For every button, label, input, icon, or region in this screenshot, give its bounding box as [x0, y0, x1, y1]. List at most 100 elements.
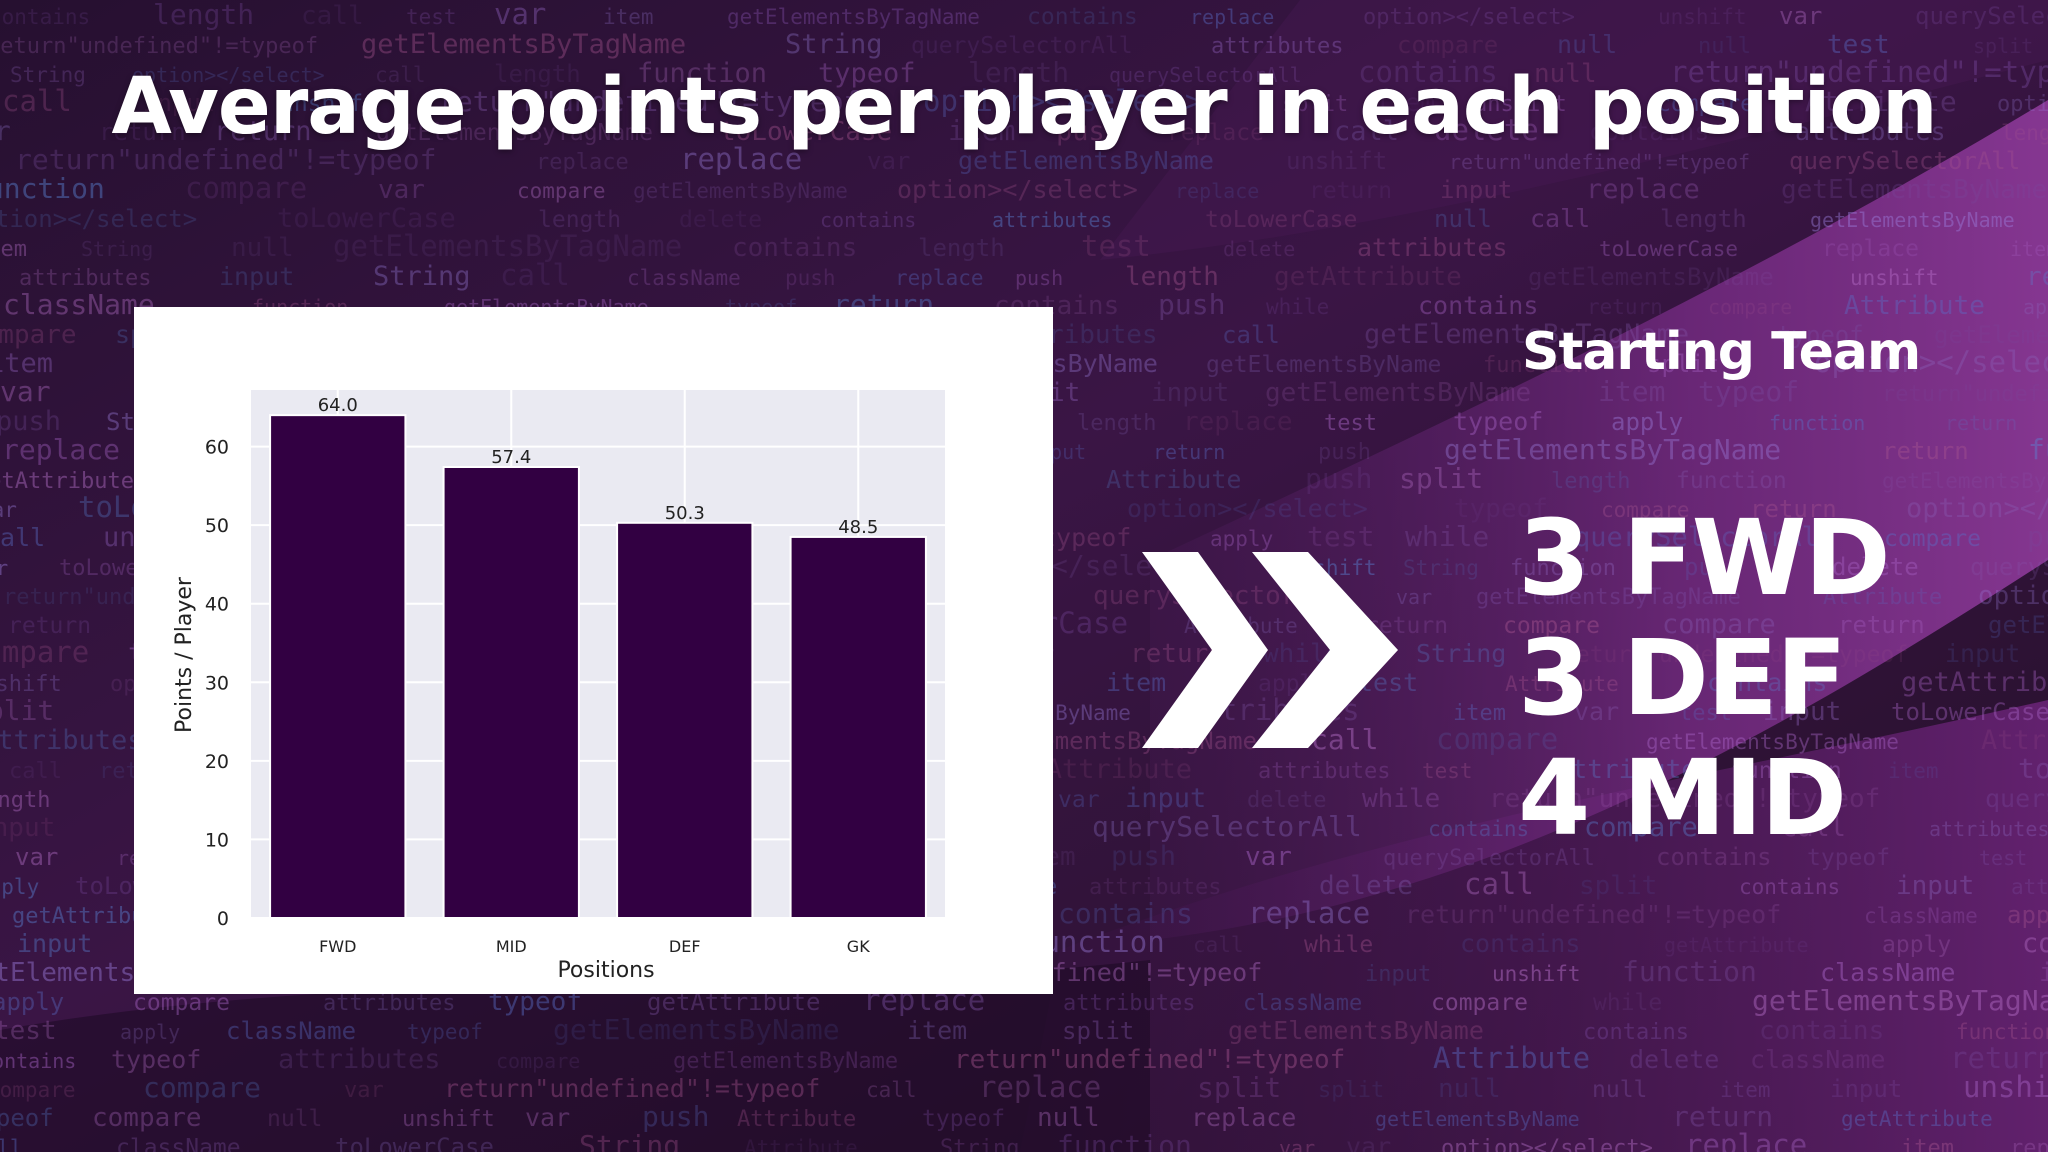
code-snippet-text: function — [1057, 1129, 1192, 1152]
code-snippet-text: var — [1346, 1132, 1391, 1152]
code-snippet-text: split — [1399, 462, 1483, 495]
code-snippet-text: null — [1534, 59, 1597, 89]
code-snippet-text: var — [1574, 697, 1619, 726]
code-snippet-text: option></select> — [1978, 581, 2048, 611]
code-snippet-text: null — [0, 1136, 23, 1152]
code-snippet-text: String — [1416, 639, 1506, 668]
code-snippet-text: push — [785, 266, 836, 290]
team-line-fwd: 3 FWD — [1518, 497, 1891, 619]
code-snippet-text: querySelectorAll — [1985, 784, 2048, 813]
code-snippet-text: querySelectorAll — [1915, 2, 2048, 30]
code-snippet-text: attributes — [992, 208, 1112, 232]
code-snippet-text: getElementsByTagName — [1752, 984, 2048, 1017]
code-snippet-text: replace — [2026, 262, 2048, 292]
code-snippet-text: getElementsByTagName — [1444, 433, 1781, 466]
code-snippet-text: null — [1438, 1074, 1501, 1104]
code-snippet-text: var — [1058, 787, 1100, 813]
code-snippet-text: contains — [1656, 843, 1772, 871]
code-snippet-text: apply — [0, 988, 64, 1016]
code-snippet-text: attributes — [323, 991, 455, 1016]
value-label: 64.0 — [318, 395, 358, 416]
code-snippet-text: contains — [1027, 4, 1138, 30]
code-snippet-text: className — [3, 288, 155, 321]
code-snippet-text: apply — [1611, 408, 1683, 436]
code-snippet-text: typeof — [1807, 845, 1890, 871]
code-snippet-text: getElementsByTagName — [1476, 585, 1741, 610]
code-snippet-text: delete — [1319, 871, 1413, 901]
code-snippet-text: return"undefined"!=typeof — [954, 1045, 1345, 1075]
team-line-mid: 4 MID — [1518, 737, 1847, 859]
code-snippet-text: unshift — [1474, 92, 1567, 117]
code-snippet-text: attributes — [2011, 875, 2048, 899]
x-tick-label: MID — [496, 937, 527, 956]
code-snippet-text: replace — [1248, 896, 1370, 930]
code-snippet-text: querySelectorAll — [1789, 147, 2020, 175]
code-snippet-text: compare — [143, 1071, 261, 1104]
code-snippet-text: replace — [1183, 407, 1293, 437]
code-snippet-text: className — [627, 266, 741, 290]
code-snippet-text: attributes — [1795, 117, 1946, 146]
code-snippet-text: replace — [979, 1070, 1101, 1104]
code-snippet-text: function — [1483, 353, 1589, 378]
code-snippet-text: var — [867, 147, 910, 175]
code-snippet-text: className — [116, 1135, 241, 1152]
y-tick-label: 40 — [205, 594, 229, 616]
code-snippet-text: contains — [1707, 668, 1827, 697]
code-snippet-text: String — [1403, 556, 1479, 580]
purple-swoosh — [0, 960, 1150, 1152]
code-snippet-text: unshift — [1286, 147, 1387, 175]
code-snippet-text: delete — [1434, 113, 1539, 147]
code-snippet-text: typeof — [922, 1106, 1005, 1132]
code-snippet-text: compare — [1662, 609, 1776, 640]
code-snippet-text: input — [1125, 783, 1206, 814]
code-snippet-text: toLowerCase — [1891, 698, 2048, 726]
code-snippet-text: option></select> — [132, 63, 325, 87]
code-snippet-text: item — [1375, 88, 1435, 117]
code-snippet-text: compare — [496, 1049, 580, 1073]
code-snippet-text: function — [1731, 758, 1842, 784]
code-snippet-text: typeof — [0, 1104, 54, 1132]
code-snippet-text: length — [1125, 262, 1219, 292]
code-snippet-text: function — [1956, 1020, 2048, 1044]
code-snippet-text: push — [642, 1100, 709, 1133]
code-snippet-text: while — [1266, 295, 1329, 319]
value-label: 57.4 — [491, 447, 531, 468]
code-snippet-text: getElementsByName — [1375, 1107, 1580, 1131]
code-snippet-text: compare — [1884, 526, 1981, 552]
code-snippet-text: querySelectorAll — [1970, 553, 2048, 581]
code-snippet-text: return"undefined"!=typeof — [444, 1074, 820, 1103]
code-snippet-text: test — [0, 1016, 57, 1046]
code-snippet-text: null — [1592, 1077, 1647, 1103]
code-snippet-text: getAttribute — [1841, 1107, 1993, 1131]
code-snippet-text: call — [1530, 204, 1590, 233]
value-label: 48.5 — [838, 517, 878, 538]
code-snippet-text: input — [1763, 697, 1841, 727]
code-snippet-text: getElementsByName — [1228, 1016, 1484, 1045]
code-snippet-text: push — [1318, 440, 1371, 465]
code-snippet-text: contains — [1759, 1016, 1884, 1046]
code-snippet-text: delete — [1247, 788, 1326, 813]
code-snippet-text: getAttribute — [1274, 262, 1462, 292]
code-snippet-text: replace — [1822, 236, 1919, 262]
code-snippet-text: test — [1827, 30, 1890, 60]
bar-chart: 0 10 20 30 40 50 60 FWD MID DEF GK 64.0 57.4 50.3 48… — [134, 307, 1053, 994]
code-snippet-text: function — [0, 172, 105, 205]
code-snippet-text: var — [525, 1103, 570, 1132]
code-snippet-text: var — [494, 0, 546, 31]
code-snippet-text: item — [2010, 237, 2048, 261]
code-snippet-text: split — [1062, 1017, 1134, 1045]
code-snippet-text: String — [10, 63, 86, 87]
y-axis-label: Points / Player — [172, 576, 197, 733]
code-snippet-text: input — [1896, 871, 1974, 901]
code-snippet-text: className — [1820, 958, 1955, 987]
code-snippet-text: contains — [1583, 1020, 1689, 1045]
code-snippet-text: attributes — [1258, 759, 1390, 784]
code-snippet-text: Attribute — [1844, 291, 1985, 321]
code-snippet-text: call — [2, 84, 72, 118]
code-snippet-text: split — [1579, 871, 1657, 901]
code-snippet-text: contains — [0, 5, 90, 29]
code-snippet-text: toLowerCase — [1205, 207, 1357, 233]
code-snippet-text: while — [1405, 520, 1489, 553]
code-snippet-text: replace — [2, 433, 120, 466]
code-snippet-text: getElementsByName — [553, 1013, 840, 1046]
